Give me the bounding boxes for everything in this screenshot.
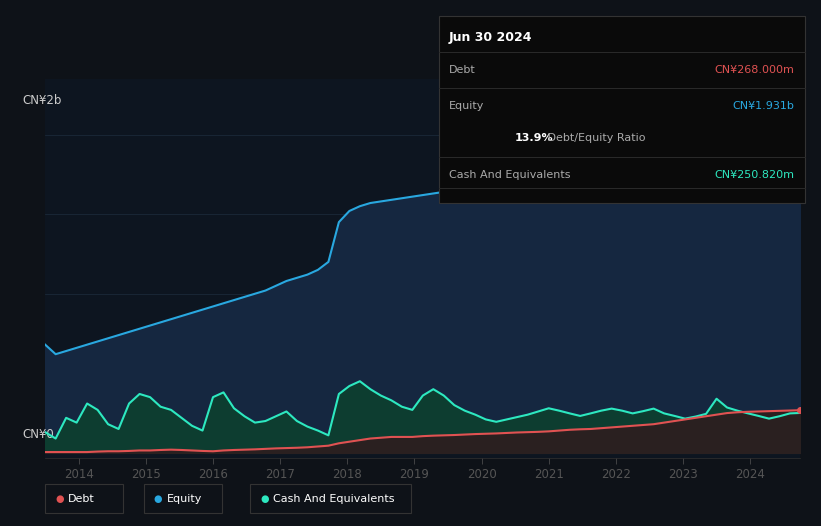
- Text: Equity: Equity: [167, 493, 202, 504]
- Text: CN¥268.000m: CN¥268.000m: [715, 65, 795, 75]
- Text: Cash And Equivalents: Cash And Equivalents: [273, 493, 395, 504]
- Text: Debt/Equity Ratio: Debt/Equity Ratio: [544, 133, 645, 143]
- Text: Equity: Equity: [449, 102, 484, 112]
- Text: ●: ●: [55, 493, 63, 504]
- Text: CN¥2b: CN¥2b: [22, 94, 62, 107]
- Text: CN¥0: CN¥0: [22, 428, 54, 441]
- Text: Debt: Debt: [449, 65, 476, 75]
- Text: Cash And Equivalents: Cash And Equivalents: [449, 170, 571, 180]
- Text: Jun 30 2024: Jun 30 2024: [449, 31, 533, 44]
- Text: CN¥250.820m: CN¥250.820m: [715, 170, 795, 180]
- Text: CN¥1.931b: CN¥1.931b: [733, 102, 795, 112]
- Text: ●: ●: [154, 493, 162, 504]
- Text: ●: ●: [260, 493, 268, 504]
- Text: 13.9%: 13.9%: [515, 133, 553, 143]
- Text: Debt: Debt: [68, 493, 95, 504]
